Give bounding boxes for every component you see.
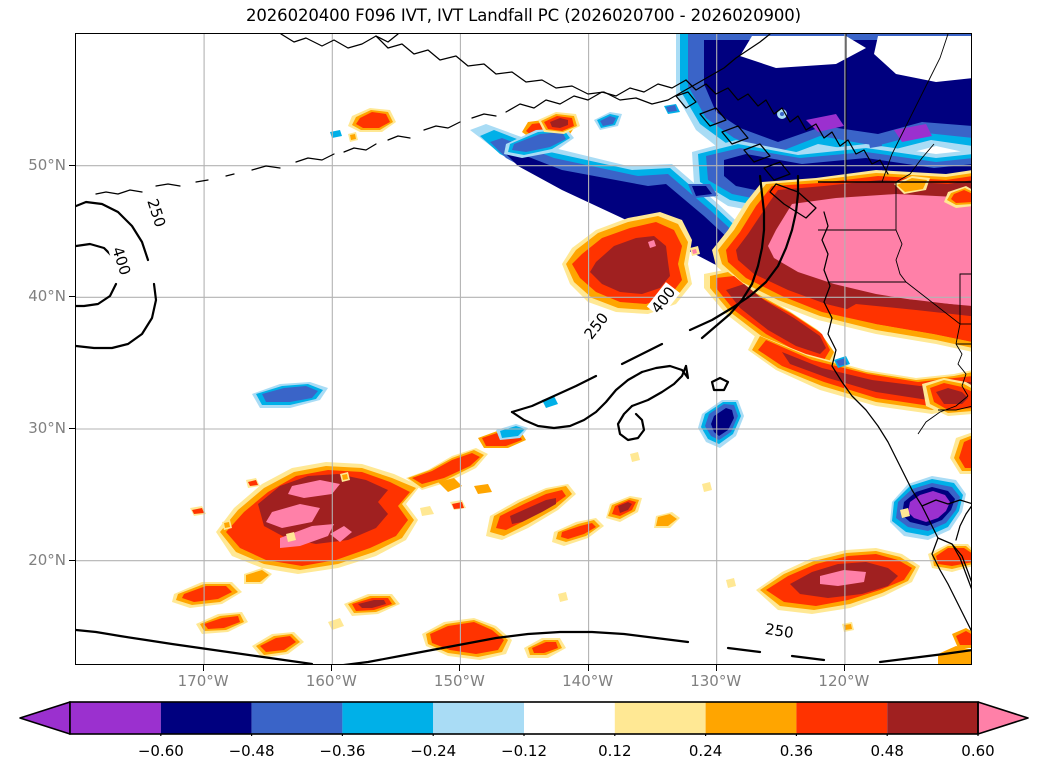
colorbar-tick-5: 0.12 <box>598 742 632 760</box>
colorbar-seg-2 <box>251 702 343 734</box>
xtick-mark-140w <box>587 665 589 671</box>
colorbar-tick-3: −0.24 <box>410 742 457 760</box>
ytick-label-50n: 50°N <box>28 155 66 174</box>
xtick-mark-170w <box>203 665 205 671</box>
ytick-label-30n: 30°N <box>28 419 66 437</box>
xtick-label-130w: 130°W <box>690 672 742 690</box>
xtick-label-160w: 160°W <box>305 672 357 690</box>
coastlines <box>95 34 971 632</box>
colorbar-tick-9: 0.60 <box>961 742 995 760</box>
xtick-mark-160w <box>331 665 333 671</box>
map-canvas <box>76 34 971 664</box>
colorbar[interactable]: −0.60 −0.48 −0.36 −0.24 −0.12 0.12 0.24 … <box>0 700 1047 760</box>
political-borders <box>818 34 971 435</box>
colorbar-seg-8 <box>796 702 888 734</box>
figure-title: 2026020400 F096 IVT, IVT Landfall PC (20… <box>245 6 801 25</box>
colorbar-seg-6 <box>614 702 706 734</box>
colorbar-extend-min <box>19 701 71 735</box>
colorbar-canvas <box>19 701 1029 736</box>
colorbar-tick-4: −0.12 <box>501 742 547 760</box>
colorbar-seg-7 <box>705 702 797 734</box>
ytick-label-40n: 40°N <box>28 287 66 306</box>
colorbar-tick-7: 0.36 <box>779 742 814 760</box>
xtick-label-120w: 120°W <box>818 672 870 690</box>
colorbar-seg-1 <box>160 702 252 734</box>
xtick-mark-120w <box>843 665 845 671</box>
xtick-label-150w: 150°W <box>433 672 485 690</box>
colorbar-seg-3 <box>342 702 434 734</box>
ytick-mark-40n <box>69 296 75 298</box>
ytick-mark-30n <box>69 428 75 429</box>
graticule <box>76 34 971 664</box>
map-axes[interactable]: 250 400 250 400 250 <box>75 33 972 665</box>
ytick-label-20n: 20°N <box>28 550 66 569</box>
contourf-layer <box>172 34 971 664</box>
colorbar-tick-1: −0.48 <box>228 742 275 760</box>
xtick-label-170w: 170°W <box>177 672 229 690</box>
colorbar-tick-6: 0.24 <box>688 742 723 760</box>
colorbar-extend-max <box>977 701 1029 735</box>
ivt-contours <box>76 174 971 664</box>
colorbar-seg-9 <box>887 702 978 734</box>
colorbar-tick-8: 0.48 <box>870 742 904 760</box>
colorbar-seg-4 <box>433 702 524 734</box>
colorbar-tick-2: −0.36 <box>319 742 366 760</box>
ytick-mark-20n <box>69 559 75 561</box>
xtick-mark-130w <box>715 665 717 671</box>
colorbar-tick-0: −0.60 <box>137 742 184 760</box>
xtick-mark-150w <box>459 665 461 671</box>
ytick-mark-50n <box>69 164 75 166</box>
colorbar-seg-0 <box>70 702 161 734</box>
xtick-label-140w: 140°W <box>562 672 614 690</box>
colorbar-seg-5 <box>524 702 615 734</box>
